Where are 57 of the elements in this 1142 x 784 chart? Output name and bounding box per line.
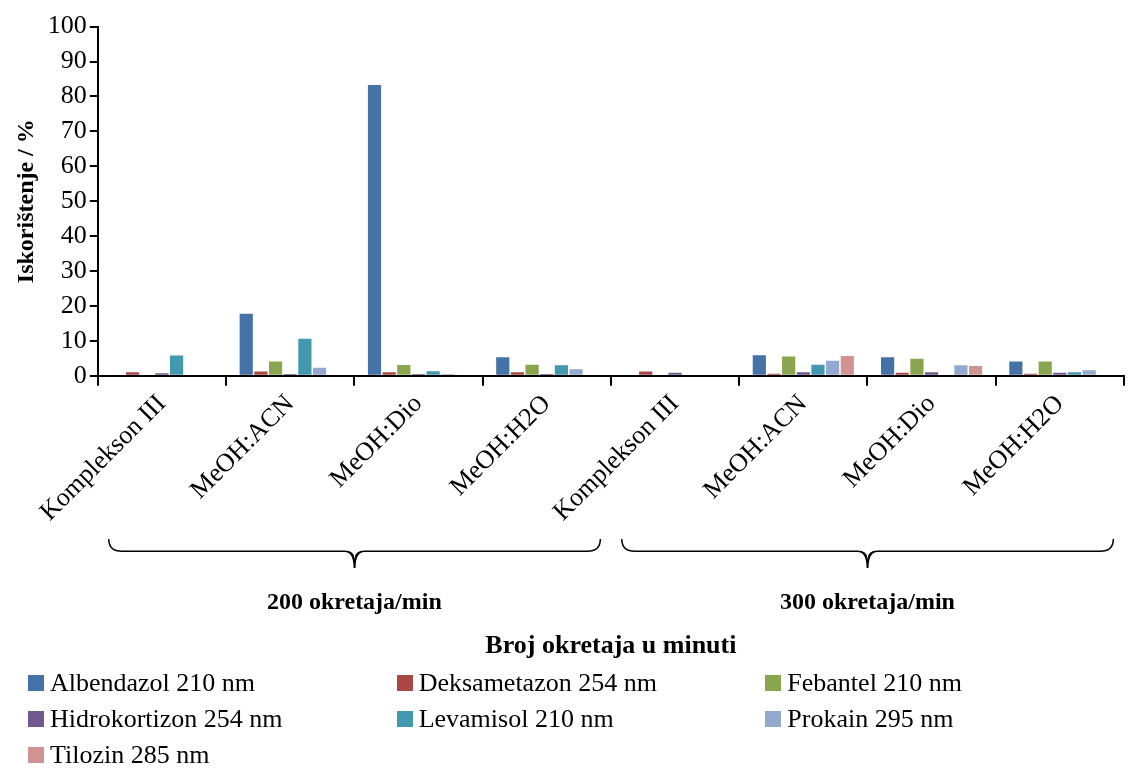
y-tick-label: 90 <box>60 45 87 75</box>
bar <box>382 372 396 375</box>
bar <box>811 364 825 375</box>
x-axis-title: Broj okretaja u minuti <box>485 630 737 660</box>
bar <box>254 371 268 375</box>
legend-label: Deksametazon 254 nm <box>418 668 657 698</box>
bar <box>924 372 939 375</box>
bar <box>668 372 682 375</box>
y-tick-label: 50 <box>60 185 87 215</box>
bar <box>796 372 810 375</box>
bar <box>954 365 968 375</box>
bar <box>525 364 539 375</box>
bar <box>554 365 569 375</box>
bar <box>397 364 411 375</box>
bar <box>312 367 327 375</box>
bar <box>910 358 924 375</box>
bar <box>569 369 583 375</box>
y-axis-title: Iskorištenje / % <box>11 119 38 284</box>
bar <box>782 356 796 375</box>
text: 200 okretaja/min <box>266 588 442 615</box>
y-tick-label: 100 <box>47 10 87 40</box>
legend-label: Hidrokortizon 254 nm <box>50 704 283 734</box>
bar <box>496 357 510 375</box>
y-tick-label: 30 <box>60 254 87 284</box>
legend-label: Prokain 295 nm <box>787 704 954 734</box>
bar <box>1082 370 1096 375</box>
bar <box>752 355 766 375</box>
bar <box>1053 372 1067 375</box>
legend-label: Febantel 210 nm <box>787 668 963 698</box>
bar <box>639 371 653 375</box>
y-tick-label: 10 <box>60 324 87 354</box>
bar <box>895 372 909 375</box>
bar <box>968 366 983 375</box>
legend-label: Levamisol 210 nm <box>418 704 614 734</box>
y-tick-label: 20 <box>60 289 87 319</box>
bar <box>1009 361 1023 375</box>
legend-label: Tilozin 285 nm <box>50 740 210 770</box>
bar <box>826 360 840 375</box>
y-tick-label: 40 <box>60 219 87 249</box>
text: 300 okretaja/min <box>780 588 955 615</box>
bar <box>367 84 382 375</box>
bar <box>1038 361 1052 375</box>
y-tick-label: 0 <box>73 359 87 389</box>
bar <box>1067 372 1082 375</box>
y-tick-label: 60 <box>60 150 87 180</box>
bar <box>840 355 854 375</box>
y-tick-label: 70 <box>60 115 87 145</box>
bar <box>239 313 253 375</box>
legend-label: Albendazol 210 nm <box>50 668 256 698</box>
bar <box>881 357 895 375</box>
y-tick-label: 80 <box>60 80 87 110</box>
bar <box>510 372 525 375</box>
bar <box>170 355 184 375</box>
bar <box>268 361 283 375</box>
bar <box>298 338 312 375</box>
bar <box>426 371 440 375</box>
bar <box>126 372 140 375</box>
